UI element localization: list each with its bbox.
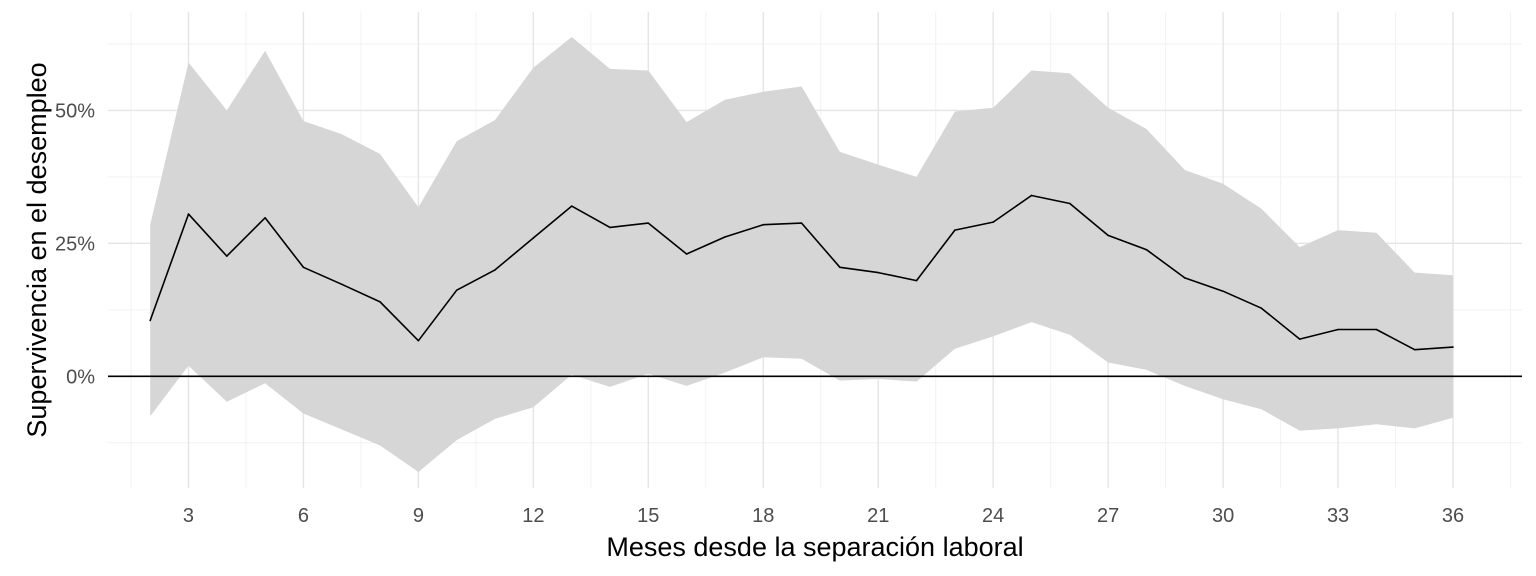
survival-point	[225, 255, 228, 257]
confidence-ribbon	[150, 37, 1454, 472]
survival-point	[264, 217, 266, 219]
x-tick-label: 12	[522, 505, 544, 527]
x-tick-label: 30	[1212, 505, 1234, 527]
survival-point	[647, 222, 650, 224]
survival-point	[149, 319, 151, 322]
survival-point	[762, 223, 765, 226]
x-tick-label: 24	[982, 505, 1004, 527]
survival-point	[1069, 202, 1071, 205]
survival-point	[340, 283, 343, 286]
x-axis-ticks: 3 6 9 12 15 18 21 24 27 30 33 36	[183, 505, 1464, 527]
survival-point	[800, 222, 803, 224]
y-tick-label: 25%	[55, 233, 95, 255]
survival-point	[455, 289, 458, 291]
survival-point	[570, 205, 573, 207]
survival-points	[149, 194, 1454, 351]
survival-point	[1222, 290, 1224, 293]
survival-point	[302, 266, 305, 269]
survival-point	[1375, 328, 1378, 331]
y-axis-title: Supervivencia en el desempleo	[22, 62, 52, 437]
survival-point	[187, 213, 190, 215]
survival-point	[532, 237, 535, 239]
x-tick-label: 36	[1442, 505, 1464, 527]
survival-point	[1107, 234, 1109, 237]
survival-point	[609, 226, 611, 229]
x-tick-label: 27	[1097, 505, 1119, 527]
y-axis-ticks: 0% 25% 50%	[55, 100, 95, 388]
survival-point	[877, 271, 880, 274]
survival-point	[724, 236, 726, 238]
y-tick-label: 50%	[55, 100, 95, 122]
x-tick-label: 33	[1327, 505, 1349, 527]
survival-point	[1145, 248, 1148, 251]
survival-point	[417, 339, 420, 342]
survival-point	[1030, 194, 1033, 197]
survival-point	[992, 221, 994, 223]
survival-point	[1413, 348, 1416, 351]
survival-point	[915, 279, 918, 282]
x-tick-label: 21	[867, 505, 889, 527]
x-tick-label: 18	[752, 505, 774, 527]
survival-point	[685, 253, 688, 255]
survival-point	[379, 301, 381, 303]
survival-point	[1337, 328, 1339, 331]
survival-point	[1452, 346, 1454, 348]
x-axis-title: Meses desde la separación laboral	[606, 532, 1023, 562]
survival-point	[1183, 277, 1186, 279]
survival-point	[494, 269, 496, 271]
survival-point	[1260, 307, 1263, 310]
survival-point	[839, 266, 841, 269]
x-tick-label: 15	[637, 505, 659, 527]
y-tick-label: 0%	[66, 366, 95, 388]
x-tick-label: 6	[298, 505, 309, 527]
x-tick-label: 9	[413, 505, 424, 527]
survival-point	[954, 229, 956, 231]
x-tick-label: 3	[183, 505, 194, 527]
survival-point	[1298, 338, 1301, 340]
